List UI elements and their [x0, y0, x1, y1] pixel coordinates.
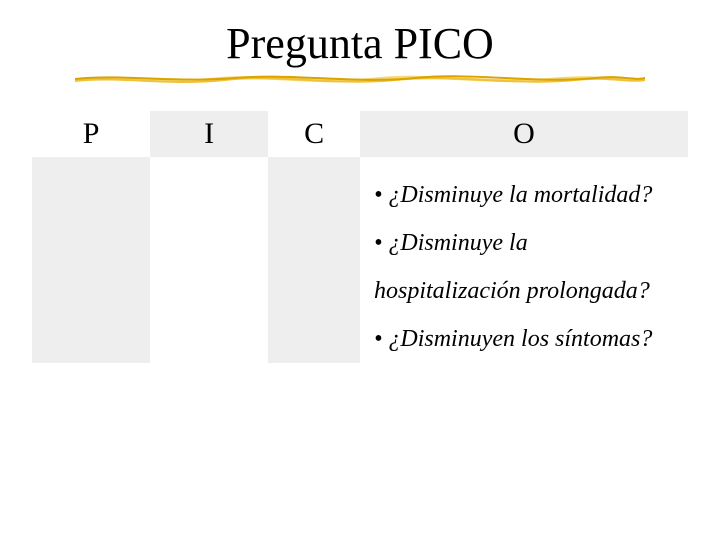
cell-i: [150, 157, 268, 363]
cell-o: • ¿Disminuye la mortalidad? • ¿Disminuye…: [360, 157, 688, 363]
bullet-item: • ¿Disminuyen los síntomas?: [374, 315, 678, 363]
pico-table: P I C O • ¿Disminuye la mortalidad? • ¿D…: [32, 111, 688, 363]
col-header-p: P: [32, 111, 150, 157]
table-body-row: • ¿Disminuye la mortalidad? • ¿Disminuye…: [32, 157, 688, 363]
col-header-c: C: [268, 111, 360, 157]
bullet-item: • ¿Disminuye la mortalidad?: [374, 171, 678, 219]
cell-p: [32, 157, 150, 363]
col-header-o: O: [360, 111, 688, 157]
slide-title: Pregunta PICO: [0, 0, 720, 69]
outcome-bullets: • ¿Disminuye la mortalidad? • ¿Disminuye…: [374, 171, 678, 363]
bullet-item: • ¿Disminuye la hospitalización prolonga…: [374, 219, 678, 315]
cell-c: [268, 157, 360, 363]
col-header-i: I: [150, 111, 268, 157]
table-header-row: P I C O: [32, 111, 688, 157]
title-underline: [75, 73, 645, 87]
